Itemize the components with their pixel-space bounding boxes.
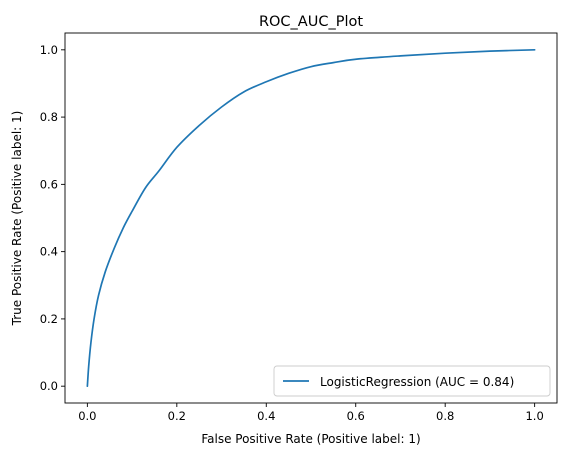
legend: LogisticRegression (AUC = 0.84) [274,366,550,396]
legend-label: LogisticRegression (AUC = 0.84) [320,375,514,389]
y-tick-label: 0.6 [40,177,58,191]
y-axis-ticks: 0.0 0.2 0.4 0.6 0.8 1.0 [40,43,65,393]
x-axis-ticks: 0.0 0.2 0.4 0.6 0.8 1.0 [78,403,544,423]
y-tick-label: 0.4 [40,245,58,259]
plot-frame [65,33,557,403]
x-tick-label: 0.0 [78,409,96,423]
y-tick-label: 0.0 [40,379,58,393]
x-axis-label: False Positive Rate (Positive label: 1) [201,432,420,446]
x-tick-label: 0.8 [436,409,454,423]
y-tick-label: 0.2 [40,312,58,326]
x-tick-label: 0.4 [257,409,275,423]
x-tick-label: 0.6 [347,409,365,423]
x-tick-label: 1.0 [525,409,543,423]
y-tick-label: 0.8 [40,110,58,124]
y-axis-label: True Positive Rate (Positive label: 1) [10,111,24,327]
chart-title: ROC_AUC_Plot [259,14,363,30]
x-tick-label: 0.2 [168,409,186,423]
y-tick-label: 1.0 [40,43,58,57]
